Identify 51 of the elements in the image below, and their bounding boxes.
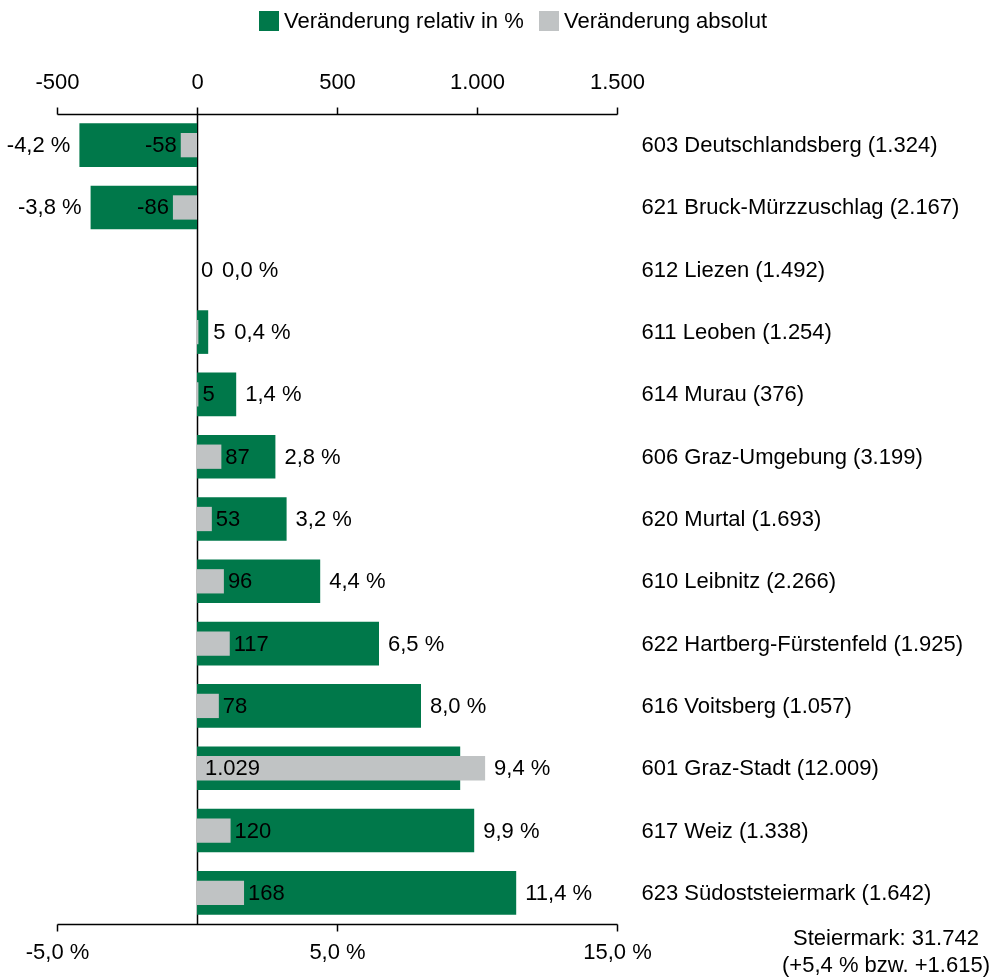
data-label: -86 — [137, 194, 169, 220]
data-label: 0,4 % — [234, 319, 291, 345]
y-tick-label: 623 Südoststeiermark (1.642) — [641, 879, 932, 905]
y-tick-label: 617 Weiz (1.338) — [641, 817, 809, 843]
data-label: 5 — [202, 381, 215, 407]
data-label: 96 — [227, 568, 253, 594]
data-label: 1.029 — [205, 755, 261, 781]
y-tick-label: 616 Voitsberg (1.057) — [641, 692, 852, 718]
x2-tick-label: -500 — [35, 68, 80, 94]
y-tick-label: 621 Bruck-Mürzzuschlag (2.167) — [641, 194, 960, 220]
data-label: 53 — [215, 506, 241, 531]
y-tick-label: 612 Liezen (1.492) — [641, 256, 825, 282]
x-tick-label: 15,0 % — [583, 938, 652, 964]
data-label: 120 — [234, 817, 272, 843]
text: (+5,4 % bzw. +1.615) — [782, 952, 990, 977]
data-label: 4,4 % — [329, 568, 386, 594]
data-label: 3,2 % — [295, 506, 352, 531]
y-tick-label: 622 Hartberg-Fürstenfeld (1.925) — [641, 630, 964, 656]
data-label: 0 — [201, 256, 214, 282]
data-label: -3,8 % — [18, 194, 82, 220]
data-label: -58 — [144, 132, 177, 158]
y-tick-label: 620 Murtal (1.693) — [641, 506, 822, 531]
data-label: 1,4 % — [245, 381, 302, 407]
data-label: 5 — [213, 319, 226, 345]
data-label: 168 — [248, 879, 285, 905]
data-label: 9,4 % — [494, 755, 551, 781]
y-tick-label: 610 Leibnitz (2.266) — [641, 568, 836, 594]
x-tick-label: 5,0 % — [309, 938, 366, 964]
y-tick-label: 606 Graz-Umgebung (3.199) — [641, 443, 923, 469]
y-tick-label: 601 Graz-Stadt (12.009) — [641, 755, 879, 781]
data-label: 6,5 % — [388, 630, 445, 656]
data-label: 117 — [233, 630, 269, 656]
x2-tick-label: 1.500 — [589, 68, 646, 94]
data-label: 2,8 % — [284, 443, 341, 469]
data-label: 87 — [225, 443, 250, 469]
y-tick-label: 611 Leoben (1.254) — [641, 319, 832, 345]
y-tick-label: 603 Deutschlandsberg (1.324) — [641, 132, 938, 158]
data-label: 8,0 % — [430, 692, 487, 718]
y-tick-label: 614 Murau (376) — [641, 381, 805, 407]
legend-label: Veränderung relativ in % — [284, 8, 524, 33]
x2-tick-label: 0 — [191, 68, 204, 94]
data-label: -4,2 % — [6, 132, 71, 158]
data-label: 9,9 % — [483, 817, 540, 843]
data-label: 78 — [222, 692, 248, 718]
legend-label: Veränderung absolut — [564, 8, 768, 33]
data-label: 11,4 % — [525, 879, 593, 905]
data-label: 0,0 % — [222, 256, 279, 282]
text: Steiermark: 31.742 — [793, 925, 979, 950]
x2-tick-label: 1.000 — [449, 68, 506, 94]
x-tick-label: -5,0 % — [25, 938, 90, 964]
x2-tick-label: 500 — [319, 68, 356, 94]
